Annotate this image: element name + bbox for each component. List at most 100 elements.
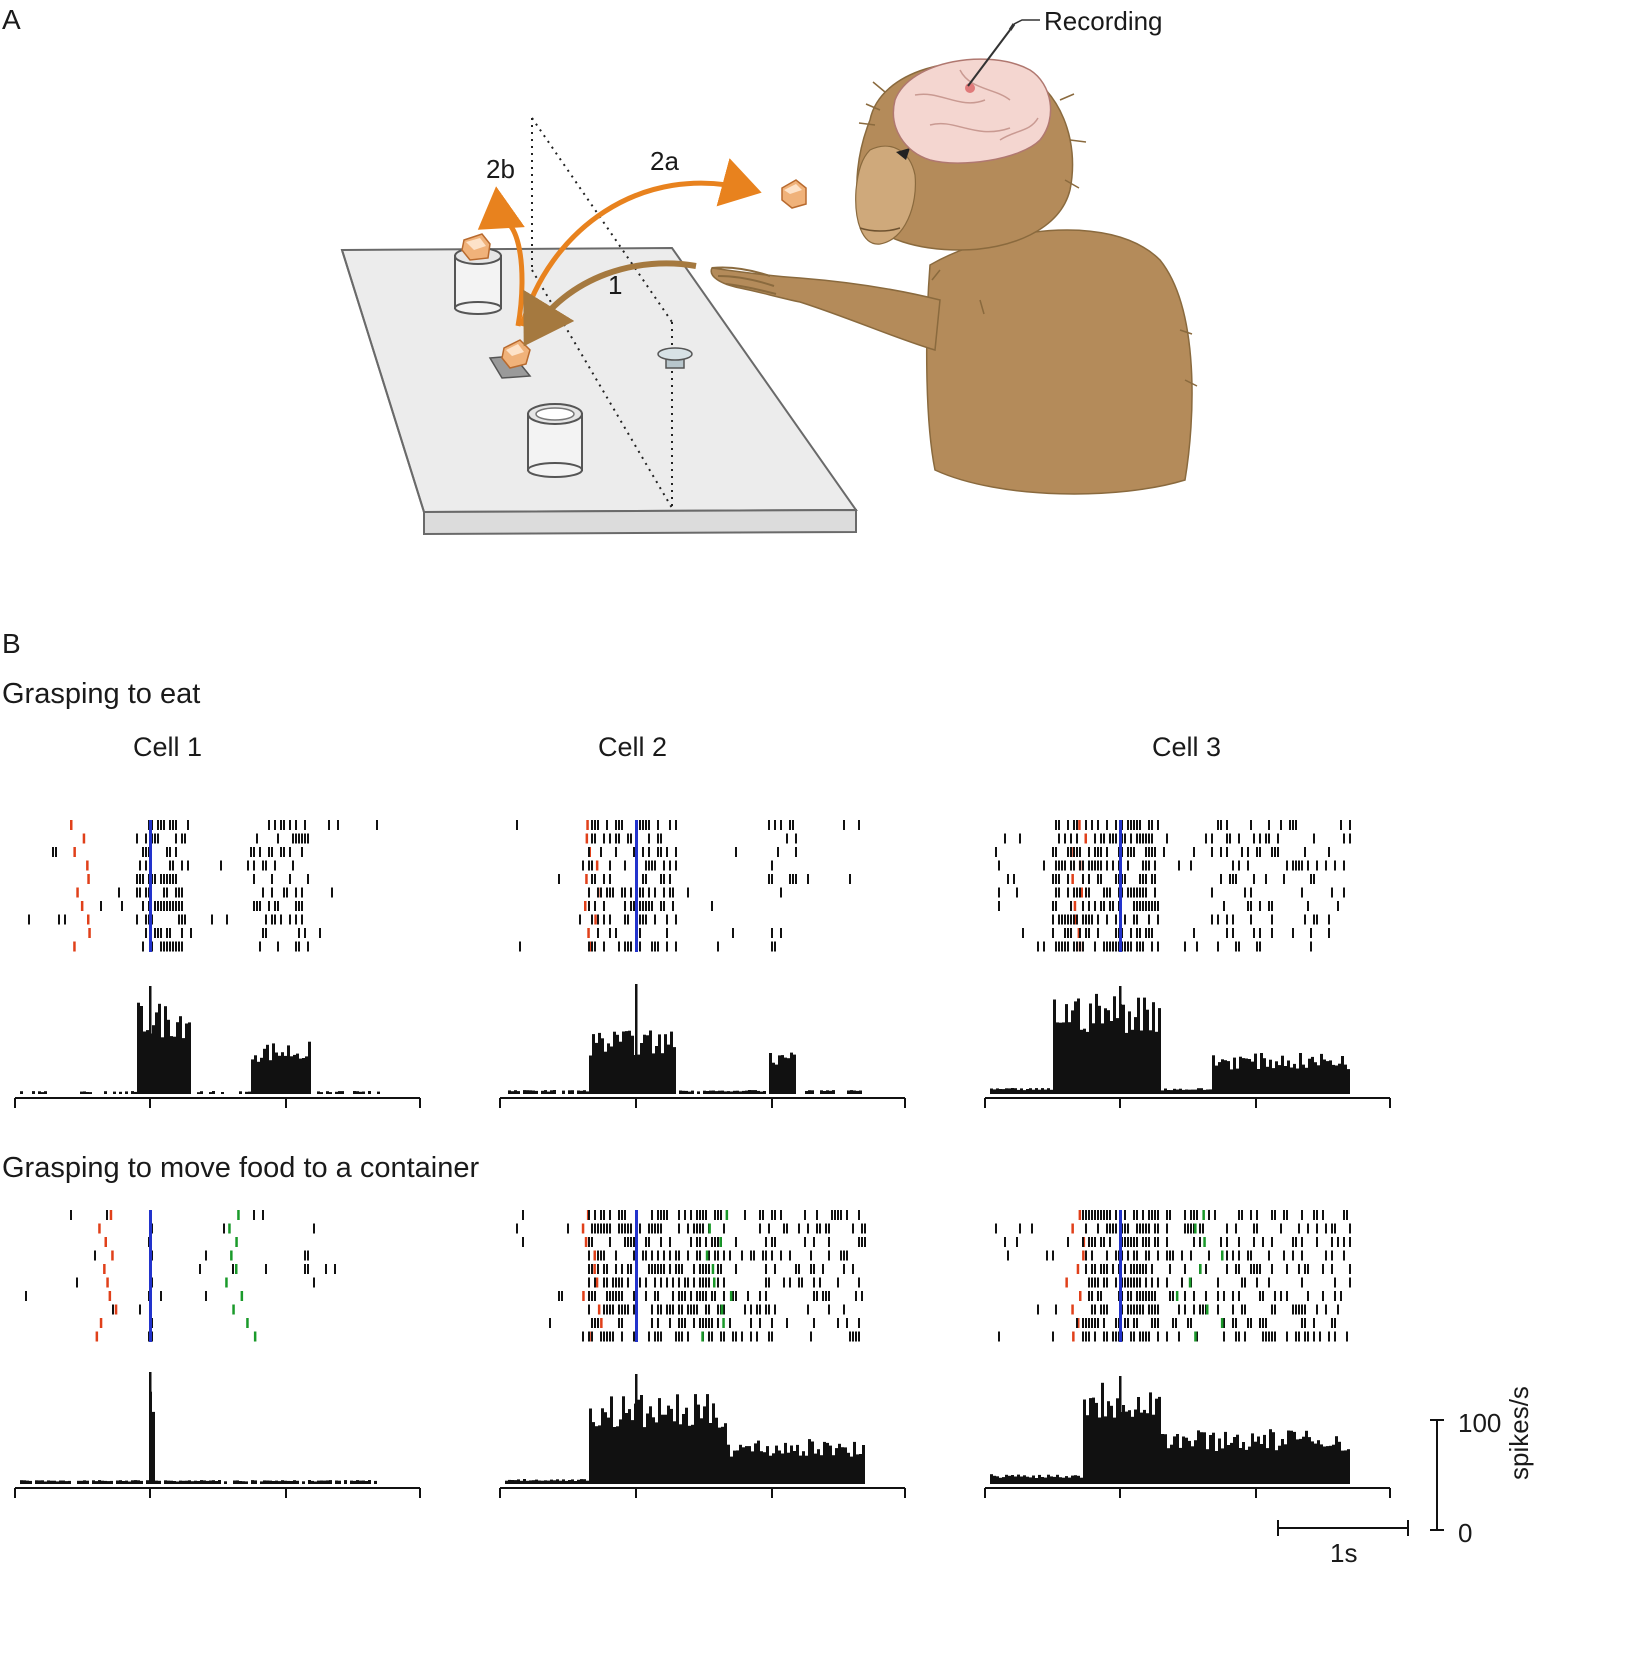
raster-spike <box>654 860 656 871</box>
raster-start-mark <box>86 860 89 871</box>
raster-spike <box>1223 1318 1225 1328</box>
raster-spike <box>645 901 647 911</box>
raster-spike <box>1154 847 1156 857</box>
histogram-bar <box>1068 1477 1071 1484</box>
histogram-bar <box>814 1453 817 1484</box>
raster-spike <box>25 1291 27 1301</box>
histogram-bar <box>1071 1010 1074 1094</box>
raster-spike <box>1070 914 1072 925</box>
histogram-bar <box>359 1091 362 1094</box>
histogram-bar <box>721 1090 724 1094</box>
raster-spike <box>828 1304 830 1315</box>
raster-spike <box>669 860 671 871</box>
raster-spike <box>1154 1304 1156 1315</box>
raster-spike <box>136 874 138 884</box>
raster-spike <box>1247 860 1249 871</box>
raster-spike <box>609 860 611 871</box>
histogram-peak <box>635 1374 638 1484</box>
histogram-bar <box>26 1480 29 1484</box>
raster-spike <box>714 1237 716 1247</box>
histogram-bar <box>326 1480 329 1484</box>
raster-spike <box>181 914 183 925</box>
raster-spike <box>843 1250 845 1261</box>
raster-spike <box>1136 914 1138 925</box>
raster-spike <box>1301 1250 1303 1261</box>
histogram-bar <box>799 1455 802 1484</box>
raster-spike <box>1094 1277 1096 1288</box>
histogram-bar <box>1320 1053 1323 1094</box>
raster-spike <box>1139 928 1141 938</box>
histogram-bar <box>260 1481 263 1484</box>
raster-spike <box>1193 1210 1195 1220</box>
raster-release-mark <box>729 1291 733 1301</box>
histogram-peak <box>635 984 638 1094</box>
histogram-bar <box>607 1417 610 1484</box>
raster-spike <box>1262 1291 1264 1301</box>
raster-spike <box>253 874 255 884</box>
raster-spike <box>1091 1237 1093 1247</box>
histogram-bar <box>1071 1475 1074 1484</box>
histogram-bar <box>811 1090 814 1094</box>
histogram-bar <box>1248 1059 1251 1094</box>
raster-spike <box>1274 1210 1276 1220</box>
raster-spike <box>1079 941 1081 952</box>
raster-spike <box>1226 833 1228 844</box>
histogram-bar <box>1293 1431 1296 1484</box>
monkey <box>710 19 1198 495</box>
raster-spike <box>1139 1277 1141 1288</box>
raster-spike <box>1190 1223 1192 1234</box>
histogram-bar <box>790 1445 793 1484</box>
histogram-bar <box>643 1427 646 1484</box>
raster-spike <box>154 833 156 844</box>
cell-title-3: Cell 3 <box>1152 732 1222 762</box>
raster-spike <box>771 1210 773 1220</box>
raster-spike <box>1316 914 1318 925</box>
histogram-bar <box>706 1394 709 1484</box>
raster-spike <box>582 860 584 871</box>
raster-spike <box>1079 928 1081 938</box>
raster-spike <box>190 928 192 938</box>
raster-spike <box>771 1331 773 1342</box>
histogram-bar <box>1170 1090 1173 1094</box>
histogram-bar <box>131 1091 134 1094</box>
raster-spike <box>693 1223 695 1234</box>
histogram-bar <box>1326 1061 1329 1094</box>
histogram-bar <box>709 1090 712 1094</box>
histogram-bar <box>751 1090 754 1094</box>
histogram-bar <box>1011 1475 1014 1484</box>
raster-spike <box>621 1277 623 1288</box>
raster-spike <box>1295 860 1297 871</box>
raster-spike <box>1304 914 1306 925</box>
raster-spike <box>651 1304 653 1315</box>
histogram-bar <box>44 1091 47 1094</box>
histogram-bar <box>1230 1069 1233 1094</box>
raster-spike <box>735 1237 737 1247</box>
raster-spike <box>1106 860 1108 871</box>
raster-spike <box>639 901 641 911</box>
raster-spike <box>621 1223 623 1234</box>
raster-spike <box>648 1237 650 1247</box>
histogram-bar <box>1239 1448 1242 1484</box>
raster-spike <box>1217 914 1219 925</box>
raster-spike <box>1271 928 1273 938</box>
raster-spike <box>157 901 159 911</box>
histogram-bar <box>631 1035 634 1094</box>
raster-spike <box>1088 874 1090 884</box>
histogram-bar <box>715 1091 718 1094</box>
raster-spike <box>1295 1331 1297 1342</box>
raster-spike <box>1193 1223 1195 1234</box>
raster-spike <box>1097 914 1099 925</box>
raster-spike <box>136 914 138 925</box>
raster-spike <box>1085 1318 1087 1328</box>
histogram-bar <box>1179 1447 1182 1484</box>
raster-spike <box>1052 1250 1054 1261</box>
raster-spike <box>163 874 165 884</box>
histogram-bar <box>1263 1058 1266 1094</box>
raster-spike <box>1298 860 1300 871</box>
raster-spike <box>1238 1264 1240 1274</box>
histogram-bar <box>1284 1066 1287 1094</box>
raster-spike <box>1088 1237 1090 1247</box>
raster-spike <box>594 833 596 844</box>
raster-spike <box>1172 1250 1174 1261</box>
histogram-bar <box>508 1090 511 1094</box>
